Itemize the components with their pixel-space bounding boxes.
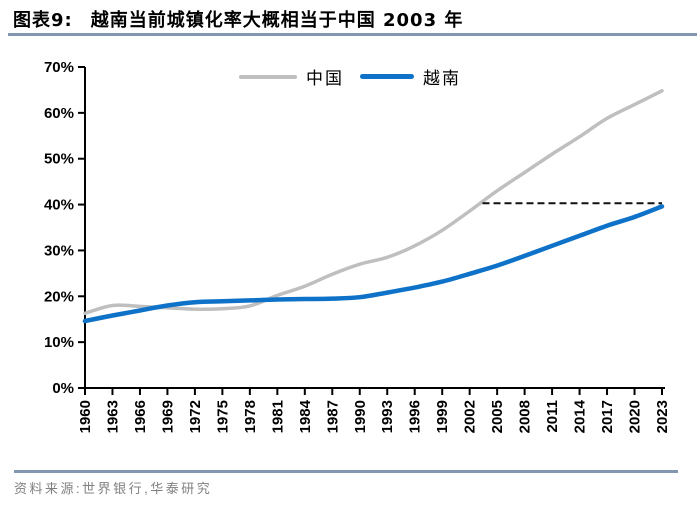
- x-axis-label: 2023: [654, 400, 671, 433]
- china-trend-line: [83, 89, 664, 316]
- source-note: 资料来源:世界银行,华泰研究: [14, 481, 213, 496]
- x-axis-label: 1999: [434, 400, 451, 433]
- legend-item-china: 中国: [239, 64, 344, 89]
- x-axis-label: 1963: [104, 400, 121, 433]
- x-axis-label: 2011: [544, 400, 561, 433]
- x-axis-label: 1960: [77, 400, 94, 433]
- vietnam-line-swatch: [360, 74, 414, 79]
- figure-label: 图表9:: [13, 10, 73, 31]
- vietnam-trend-line: [82, 204, 665, 324]
- footer-divider: [14, 470, 678, 473]
- y-axis-label: 40%: [44, 197, 74, 214]
- x-axis-label: 2005: [489, 400, 506, 433]
- x-axis-label: 2008: [517, 400, 534, 433]
- x-axis-label: 1981: [269, 400, 286, 433]
- y-axis-label: 10%: [44, 334, 74, 351]
- legend-label-vietnam: 越南: [423, 69, 461, 88]
- x-axis-label: 1969: [159, 400, 176, 433]
- x-axis-label: 1984: [297, 399, 314, 433]
- legend-label-china: 中国: [306, 69, 344, 88]
- y-axis-label: 70%: [44, 59, 74, 76]
- x-axis-label: 2020: [627, 400, 644, 433]
- figure-title: 越南当前城镇化率大概相当于中国 2003 年: [90, 10, 464, 31]
- y-axis-label: 20%: [44, 288, 74, 305]
- x-axis-label: 1990: [352, 400, 369, 433]
- x-axis-label: 1978: [242, 400, 259, 433]
- x-axis-label: 2002: [462, 400, 479, 433]
- x-axis-label: 1993: [379, 400, 396, 433]
- y-axis-label: 30%: [44, 242, 74, 259]
- chart-legend: 中国 越南: [0, 64, 700, 89]
- y-axis-label: 50%: [44, 151, 74, 168]
- legend-item-vietnam: 越南: [360, 64, 461, 89]
- x-axis-label: 1975: [214, 400, 231, 433]
- x-axis-label: 1972: [187, 400, 204, 433]
- x-axis-label: 2014: [572, 399, 589, 433]
- y-axis-label: 0%: [52, 380, 74, 397]
- y-axis-label: 60%: [44, 105, 74, 122]
- x-axis-label: 2017: [599, 400, 616, 433]
- header-divider: [8, 33, 697, 36]
- china-line-swatch: [239, 74, 297, 79]
- figure-title-row: 图表9: 越南当前城镇化率大概相当于中国 2003 年: [13, 6, 463, 32]
- x-axis-label: 1996: [407, 400, 424, 433]
- x-axis-label: 1987: [324, 400, 341, 433]
- urbanization-line-chart: 0% 10% 20% 30% 40% 50% 60% 70% 1960 1963 1966 1969 1…: [44, 59, 671, 433]
- x-axis-label: 1966: [132, 400, 149, 433]
